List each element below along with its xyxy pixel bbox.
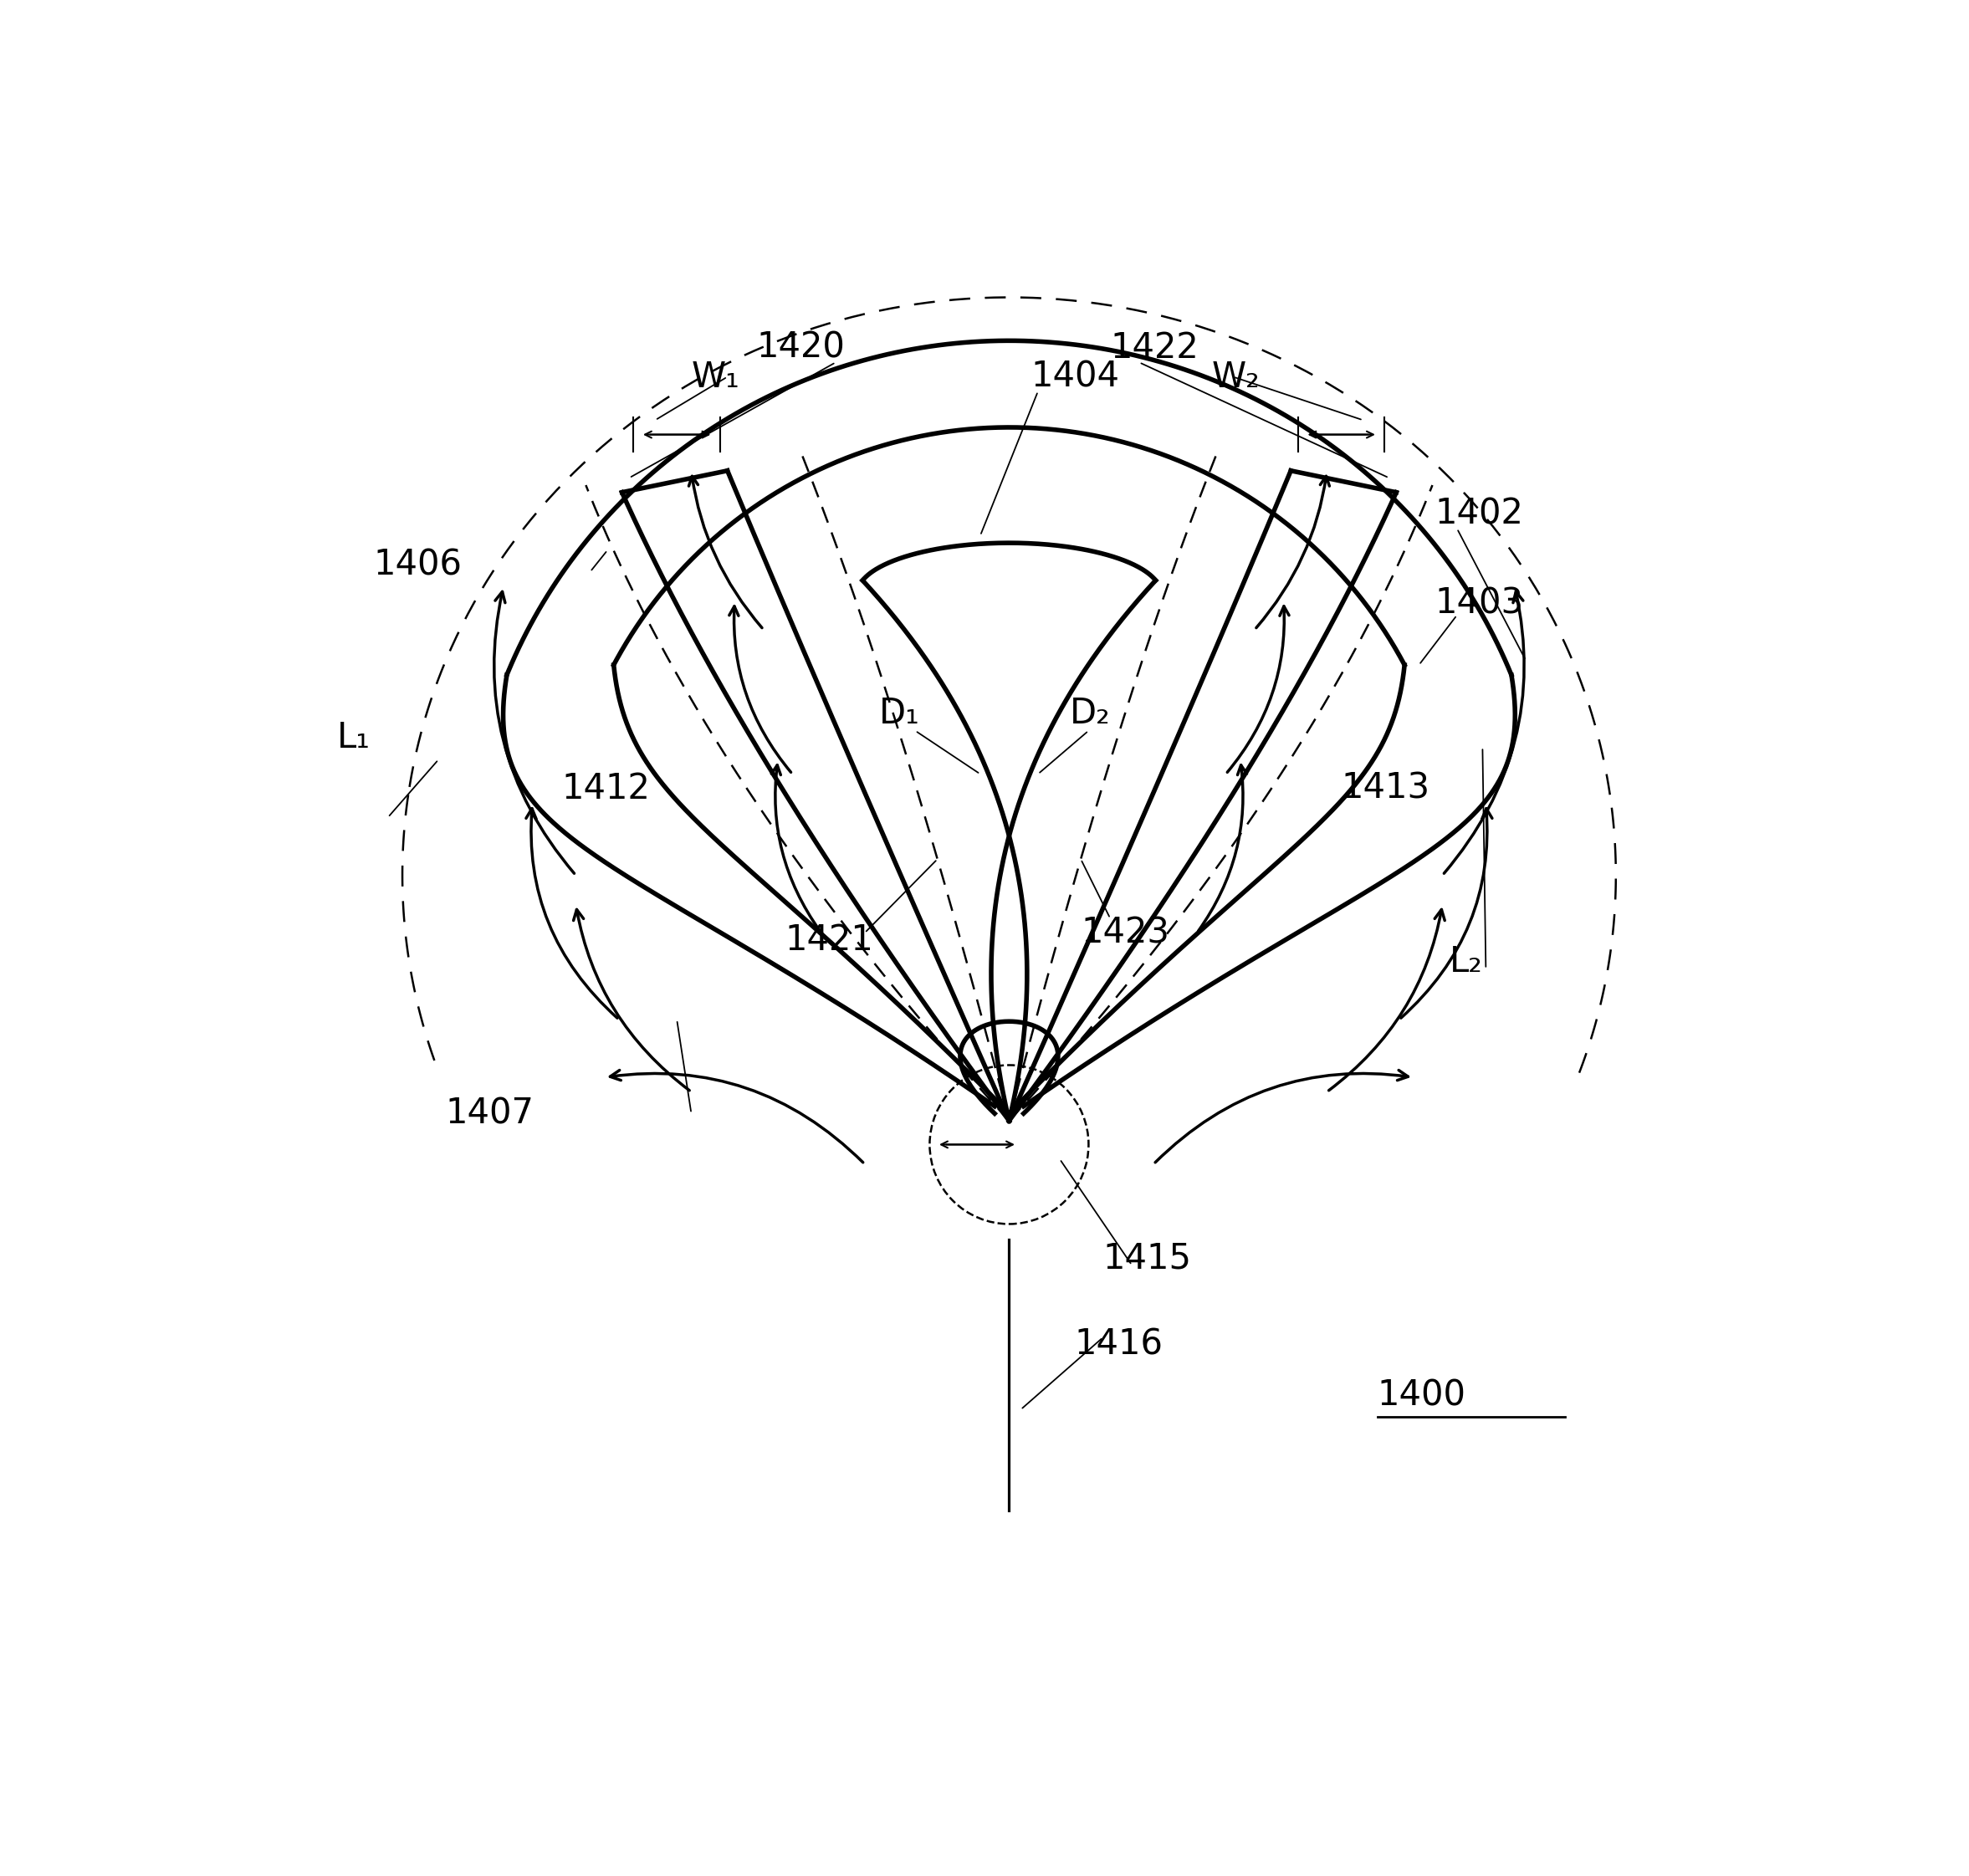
Text: W₁: W₁: [691, 358, 740, 394]
Text: 1407: 1407: [445, 1096, 534, 1131]
Text: W₂: W₂: [1211, 358, 1260, 394]
Text: 1406: 1406: [374, 548, 463, 582]
Text: 1415: 1415: [1103, 1240, 1191, 1276]
Text: D₁: D₁: [878, 696, 920, 732]
Text: L₂: L₂: [1449, 944, 1483, 979]
Text: 1420: 1420: [756, 330, 845, 366]
Text: D₂: D₂: [1069, 696, 1111, 732]
Text: 1404: 1404: [1032, 358, 1120, 394]
Text: 1422: 1422: [1111, 330, 1199, 366]
Text: 1412: 1412: [561, 771, 650, 807]
Text: L₁: L₁: [337, 720, 370, 756]
Text: 1423: 1423: [1081, 915, 1170, 951]
Text: 1402: 1402: [1435, 497, 1524, 531]
Text: 1421: 1421: [786, 923, 874, 959]
Text: 1416: 1416: [1075, 1326, 1164, 1362]
Text: 1403: 1403: [1435, 585, 1524, 621]
Text: 1400: 1400: [1378, 1377, 1467, 1413]
Text: 1413: 1413: [1341, 771, 1429, 807]
